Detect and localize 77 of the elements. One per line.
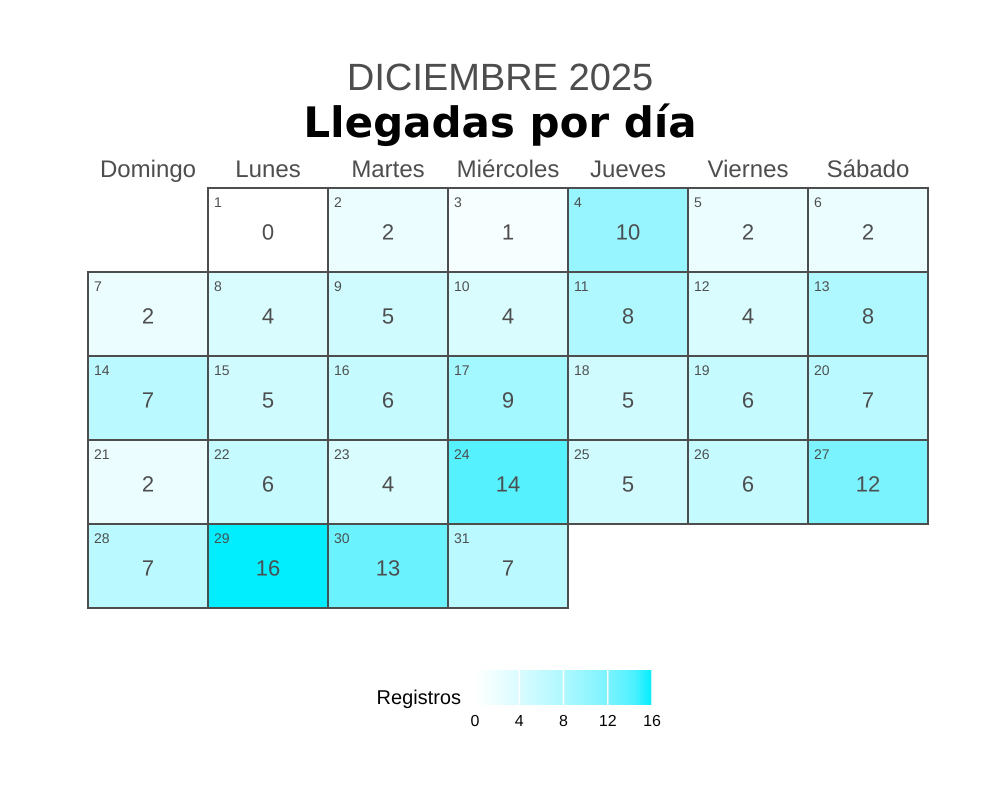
annotation: 7 <box>94 278 102 294</box>
data-label: 7 <box>142 388 154 412</box>
annotation: 24 <box>454 446 470 462</box>
annotation: 3 <box>454 194 462 210</box>
color-bar-label: 0 <box>470 713 480 730</box>
x-tick-label: Lunes <box>235 156 301 183</box>
data-label: 9 <box>502 388 514 412</box>
data-label: 16 <box>256 556 280 580</box>
data-label: 4 <box>382 472 394 496</box>
x-tick-label: Domingo <box>100 156 196 183</box>
data-label: 8 <box>622 304 634 328</box>
data-label: 7 <box>502 556 514 580</box>
color-bar-label: 16 <box>643 713 661 730</box>
data-label: 14 <box>496 472 520 496</box>
data-label: 2 <box>142 472 154 496</box>
annotation: 12 <box>694 278 710 294</box>
annotation: 17 <box>454 362 470 378</box>
annotation: 19 <box>694 362 710 378</box>
data-label: 4 <box>502 304 514 328</box>
annotation: 22 <box>214 446 230 462</box>
data-label: 7 <box>862 388 874 412</box>
annotation: 4 <box>574 194 582 210</box>
x-tick-label: Sábado <box>826 156 910 183</box>
annotation: 23 <box>334 446 350 462</box>
data-label: 5 <box>622 388 634 412</box>
annotation: 5 <box>694 194 702 210</box>
data-label: 2 <box>862 220 874 244</box>
annotation: 27 <box>814 446 830 462</box>
annotation: 9 <box>334 278 342 294</box>
data-label: 4 <box>742 304 754 328</box>
annotation: 25 <box>574 446 590 462</box>
annotation: 10 <box>454 278 470 294</box>
data-label: 7 <box>142 556 154 580</box>
data-label: 6 <box>262 472 274 496</box>
annotation: 13 <box>814 278 830 294</box>
annotation: 15 <box>214 362 230 378</box>
annotation: 30 <box>334 530 350 546</box>
annotation: 11 <box>574 278 589 294</box>
data-label: 6 <box>382 388 394 412</box>
chart-title: DICIEMBRE 2025 <box>346 57 654 99</box>
data-label: 10 <box>616 220 640 244</box>
data-label: 8 <box>862 304 874 328</box>
annotation: 1 <box>214 194 222 210</box>
color-bar-title: Registros <box>376 687 461 709</box>
x-tick-label: Viernes <box>708 156 788 183</box>
chart-subtitle: Llegadas por día <box>303 98 697 147</box>
data-label: 5 <box>382 304 394 328</box>
annotation: 29 <box>214 530 230 546</box>
annotation: 2 <box>382 220 394 244</box>
data-label: 12 <box>856 472 880 496</box>
annotation: 31 <box>454 530 470 546</box>
data-label: 5 <box>262 388 274 412</box>
data-label: 2 <box>334 194 342 210</box>
data-label: 5 <box>622 472 634 496</box>
color-bar-label: 8 <box>559 713 568 730</box>
annotation: 21 <box>94 446 110 462</box>
x-tick-label: Martes <box>351 156 425 183</box>
data-label: 2 <box>742 220 754 244</box>
annotation: 20 <box>814 362 830 378</box>
annotation: 14 <box>94 362 110 378</box>
annotation: 28 <box>94 530 110 546</box>
annotation: 18 <box>574 362 590 378</box>
data-label: 1 <box>502 220 514 244</box>
data-label: 0 <box>262 220 274 244</box>
annotation: 26 <box>694 446 710 462</box>
data-label: 13 <box>376 556 400 580</box>
x-tick-label: Miércoles <box>456 156 560 183</box>
color-bar-label: 4 <box>514 713 524 730</box>
color-bar-label: 12 <box>598 713 617 730</box>
data-label: 4 <box>262 304 274 328</box>
x-tick-label: Jueves <box>590 156 666 183</box>
annotation: 16 <box>334 362 350 378</box>
annotation: 8 <box>214 278 222 294</box>
data-label: 6 <box>742 388 754 412</box>
annotation: 6 <box>814 194 822 210</box>
data-label: 2 <box>142 304 154 328</box>
data-label: 6 <box>742 472 754 496</box>
